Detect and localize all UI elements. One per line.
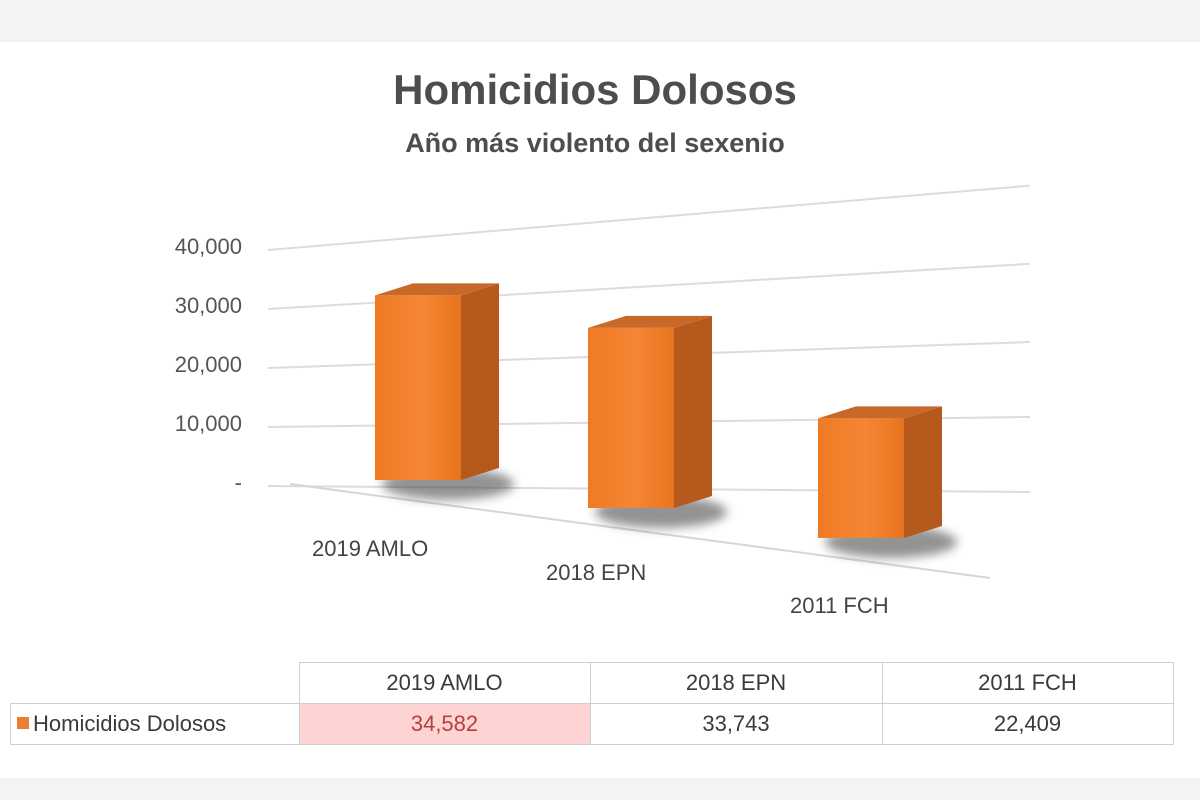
y-tick-label: 10,000 [175,411,242,436]
table-header-row: 2019 AMLO 2018 EPN 2011 FCH [10,662,1174,704]
x-tick-label: 2019 AMLO [312,536,428,561]
table-row: Homicidios Dolosos 34,582 33,743 22,409 [10,703,1174,745]
chart-title: Homicidios Dolosos [393,66,797,113]
floor-edge [289,483,991,579]
y-tick-label: 40,000 [175,234,242,259]
x-axis-ticks: 2019 AMLO 2018 EPN 2011 FCH [312,536,889,618]
bar-side [461,283,499,480]
table-header: 2018 EPN [589,662,883,704]
legend-swatch [17,717,29,730]
y-tick-label: - [235,470,242,495]
bar-front [588,327,674,508]
bar [588,315,727,528]
table-cell: 34,582 [298,703,591,745]
y-tick-label: 30,000 [175,293,242,318]
table-row-label: Homicidios Dolosos [10,703,300,745]
chart-subtitle: Año más violento del sexenio [405,128,785,158]
table-header: 2019 AMLO [298,662,591,704]
bar-front [375,295,461,480]
bar [818,406,957,558]
bars [375,283,957,558]
x-tick-label: 2018 EPN [546,560,646,585]
table-cell: 33,743 [589,703,883,745]
bar-side [904,406,942,538]
bar-front [818,418,904,538]
bar-top [588,315,712,328]
bar-top [818,406,942,419]
gridline [267,184,1031,251]
legend-label: Homicidios Dolosos [33,711,227,736]
table-corner [10,662,300,704]
y-axis-ticks: - 10,000 20,000 30,000 40,000 [175,234,242,495]
y-tick-label: 20,000 [175,352,242,377]
bar-side [674,315,712,508]
table-cell: 22,409 [881,703,1174,745]
table-header: 2011 FCH [881,662,1174,704]
bar [375,283,514,500]
x-tick-label: 2011 FCH [790,593,889,618]
data-table: 2019 AMLO 2018 EPN 2011 FCH Homicidios D… [10,662,1174,745]
bar-top [375,283,499,296]
